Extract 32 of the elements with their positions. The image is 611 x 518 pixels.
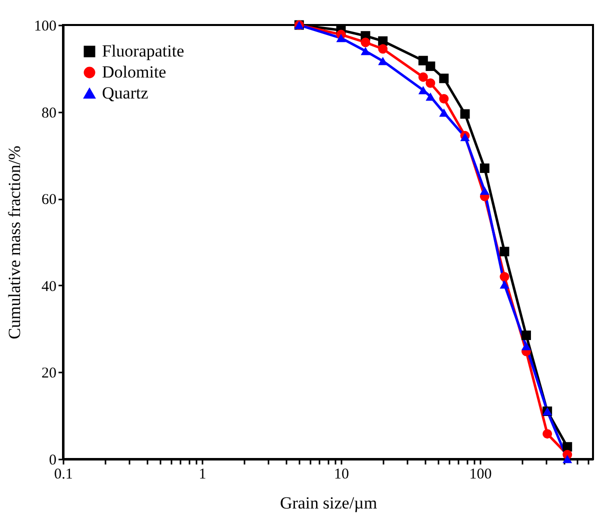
point <box>500 280 510 289</box>
point <box>521 330 531 340</box>
y-tick-label: 100 <box>34 18 56 34</box>
y-tick-label: 60 <box>42 192 56 208</box>
point <box>480 163 490 173</box>
legend-label: Quartz <box>102 84 149 102</box>
y-axis-title: Cumulative mass fraction/% <box>5 146 24 340</box>
y-tick-label: 80 <box>42 105 56 122</box>
point <box>500 246 510 256</box>
point <box>378 56 388 66</box>
y-tick-label: 20 <box>42 366 56 382</box>
point <box>480 186 490 195</box>
legend-label: Fluorapatite <box>102 42 184 60</box>
point <box>521 342 531 350</box>
y-tick-label: 0 <box>49 452 56 468</box>
point <box>460 109 470 119</box>
x-axis-title: Grain size/µm <box>280 494 378 512</box>
point <box>439 94 449 104</box>
point <box>336 34 346 42</box>
point <box>439 108 449 117</box>
point <box>378 44 388 54</box>
x-tick-label: 100 <box>469 466 492 482</box>
x-tick-label: 10 <box>334 466 350 482</box>
point <box>562 442 572 452</box>
legend-label: Dolomite <box>102 62 166 82</box>
x-tick-label: 1 <box>198 466 206 482</box>
point <box>542 429 552 439</box>
point <box>562 454 572 464</box>
point <box>500 272 510 282</box>
point <box>439 74 449 84</box>
y-tick-label: 40 <box>42 278 56 295</box>
x-tick-label: 0.1 <box>54 466 73 482</box>
